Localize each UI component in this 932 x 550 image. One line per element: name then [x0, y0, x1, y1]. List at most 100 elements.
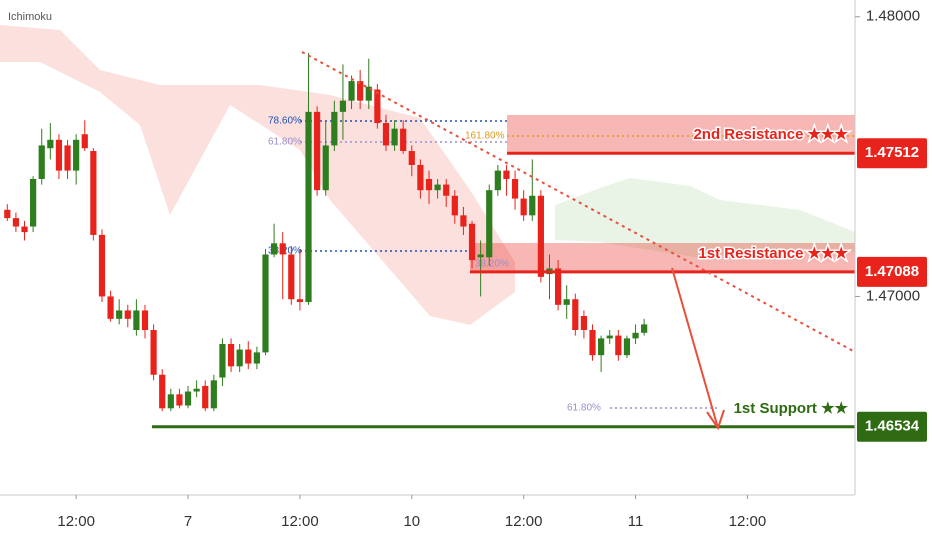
candle-body	[219, 343, 226, 378]
candle-body	[150, 330, 157, 375]
candle-body	[314, 111, 321, 191]
x-tick-label: 12:00	[57, 513, 95, 530]
candle-body	[133, 310, 140, 330]
y-tick-label: 1.47000	[866, 287, 920, 304]
candle-body	[64, 145, 71, 171]
candle-body	[365, 86, 372, 101]
candle-body	[47, 139, 54, 149]
candle-body	[348, 81, 355, 101]
candle-body	[253, 352, 260, 364]
candle-body	[236, 349, 243, 367]
candle-body	[434, 184, 441, 191]
candle-body	[296, 299, 304, 303]
x-tick-label: 10	[403, 513, 420, 530]
candle-body	[632, 332, 639, 339]
candle-body	[357, 81, 364, 101]
indicator-label: Ichimoku	[8, 11, 52, 23]
resistance-zone	[507, 114, 855, 154]
candle-body	[270, 243, 278, 255]
candle-body	[202, 385, 209, 409]
fib-label: 61.80%	[567, 403, 601, 414]
candle-body	[494, 170, 501, 191]
candle-body	[503, 170, 510, 179]
price-label: 1.47088	[865, 263, 919, 280]
fib-label: 78.60%	[268, 116, 302, 127]
price-label: 1.46534	[865, 418, 920, 435]
candle-body	[21, 226, 28, 233]
candle-body	[374, 89, 381, 124]
candle-body	[391, 128, 398, 146]
candle-body	[193, 388, 200, 392]
candle-body	[408, 151, 415, 165]
candle-body	[55, 139, 63, 171]
candle-body	[322, 145, 329, 191]
candle-body	[141, 310, 149, 330]
candle-body	[520, 198, 527, 216]
level-label: 2nd Resistance ★★★	[693, 126, 848, 143]
candle-body	[563, 299, 570, 305]
candle-body	[38, 145, 45, 179]
candle-body	[425, 178, 433, 191]
resistance-zone	[470, 243, 855, 272]
candle-body	[4, 209, 11, 219]
candle-body	[81, 134, 88, 149]
candle-body	[529, 195, 536, 216]
fib-label: 38.20%	[475, 259, 509, 270]
x-tick-label: 11	[628, 513, 644, 530]
candle-body	[245, 349, 252, 364]
arrow-head	[706, 409, 725, 431]
candle-body	[227, 343, 235, 367]
price-label: 1.47512	[865, 144, 919, 161]
candle-body	[73, 139, 80, 171]
ichimoku-cloud-red	[0, 25, 515, 325]
candle-body	[623, 338, 631, 356]
candle-body	[460, 215, 467, 227]
candle-body	[486, 190, 493, 258]
fib-label: 61.80%	[268, 137, 302, 148]
y-tick-label: 1.48000	[866, 8, 920, 25]
candle-body	[572, 299, 579, 330]
candle-body	[417, 165, 424, 191]
candle-body	[90, 151, 97, 235]
candle-body	[589, 330, 596, 356]
candle-body	[12, 218, 20, 227]
price-label-box	[857, 411, 927, 442]
candle-body	[176, 394, 183, 406]
candle-body	[477, 254, 484, 258]
projection-arrow	[671, 267, 719, 429]
candle-body	[30, 178, 37, 227]
candle-body	[339, 100, 347, 112]
x-tick-label: 12:00	[281, 513, 319, 530]
candle-body	[288, 254, 295, 300]
candle-body	[606, 335, 613, 339]
candle-body	[641, 324, 648, 333]
candle-body	[159, 374, 166, 409]
x-tick-label: 7	[184, 513, 192, 530]
candle-body	[116, 310, 123, 319]
candle-body	[279, 243, 286, 255]
candle-body	[511, 178, 519, 199]
candle-body	[210, 380, 217, 409]
candle-body	[262, 254, 269, 353]
candle-body	[451, 195, 458, 216]
ichimoku-cloud-green	[555, 178, 855, 258]
candle-body	[331, 111, 338, 146]
candle-body	[382, 123, 390, 146]
candle-body	[305, 111, 312, 303]
candle-body	[184, 391, 192, 406]
price-label-box	[857, 256, 927, 287]
x-tick-label: 12:00	[505, 513, 543, 530]
candle-body	[107, 296, 114, 319]
candle-body	[537, 195, 544, 277]
candle-body	[468, 223, 476, 261]
candle-body	[124, 310, 131, 319]
candle-body	[167, 394, 174, 409]
candle-body	[598, 338, 605, 356]
x-tick-label: 12:00	[729, 513, 767, 530]
candle-body	[580, 316, 588, 330]
fib-label: 161.80%	[465, 131, 505, 142]
level-label: 1st Resistance ★★★	[698, 245, 848, 262]
price-label-box	[857, 138, 927, 169]
candle-body	[400, 128, 407, 152]
